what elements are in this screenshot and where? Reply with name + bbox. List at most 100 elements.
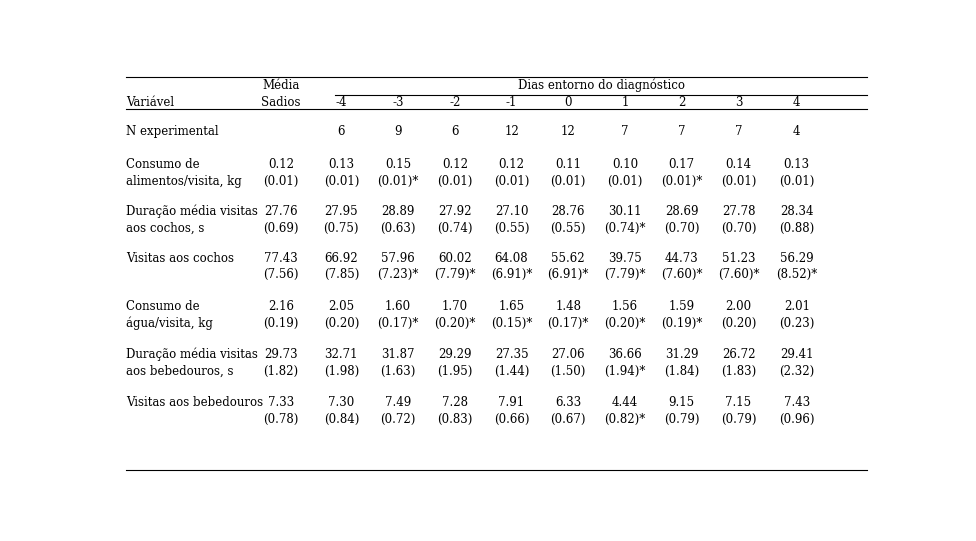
Text: 57.96: 57.96 bbox=[382, 252, 415, 265]
Text: (7.60)*: (7.60)* bbox=[661, 268, 703, 281]
Text: Média: Média bbox=[263, 79, 300, 93]
Text: 30.11: 30.11 bbox=[608, 205, 642, 218]
Text: 0.13: 0.13 bbox=[784, 159, 810, 171]
Text: (0.01)*: (0.01)* bbox=[378, 175, 419, 188]
Text: 27.10: 27.10 bbox=[495, 205, 528, 218]
Text: (7.85): (7.85) bbox=[324, 268, 359, 281]
Text: (0.01): (0.01) bbox=[494, 175, 529, 188]
Text: 0.14: 0.14 bbox=[725, 159, 752, 171]
Text: (0.74): (0.74) bbox=[437, 222, 472, 235]
Text: (0.01): (0.01) bbox=[721, 175, 756, 188]
Text: Consumo de: Consumo de bbox=[126, 159, 199, 171]
Text: 27.78: 27.78 bbox=[721, 205, 755, 218]
Text: 7: 7 bbox=[622, 125, 629, 138]
Text: -4: -4 bbox=[336, 96, 347, 109]
Text: 31.87: 31.87 bbox=[382, 348, 415, 361]
Text: aos cochos, s: aos cochos, s bbox=[126, 222, 204, 235]
Text: (6.91)*: (6.91)* bbox=[491, 268, 532, 281]
Text: 9: 9 bbox=[394, 125, 402, 138]
Text: 28.34: 28.34 bbox=[780, 205, 813, 218]
Text: (0.69): (0.69) bbox=[264, 222, 299, 235]
Text: Duração média visitas: Duração média visitas bbox=[126, 348, 258, 361]
Text: 0.11: 0.11 bbox=[555, 159, 582, 171]
Text: (1.50): (1.50) bbox=[550, 365, 586, 378]
Text: 28.89: 28.89 bbox=[382, 205, 415, 218]
Text: 7.33: 7.33 bbox=[267, 396, 294, 409]
Text: 0: 0 bbox=[564, 96, 572, 109]
Text: 28.76: 28.76 bbox=[551, 205, 585, 218]
Text: 4.44: 4.44 bbox=[612, 396, 638, 409]
Text: (1.84): (1.84) bbox=[664, 365, 700, 378]
Text: (7.79)*: (7.79)* bbox=[604, 268, 646, 281]
Text: (0.17)*: (0.17)* bbox=[378, 316, 419, 329]
Text: 0.12: 0.12 bbox=[267, 159, 294, 171]
Text: (1.44): (1.44) bbox=[494, 365, 529, 378]
Text: (1.98): (1.98) bbox=[324, 365, 359, 378]
Text: 1.60: 1.60 bbox=[385, 300, 411, 313]
Text: Dias entorno do diagnóstico: Dias entorno do diagnóstico bbox=[517, 79, 685, 93]
Text: (0.23): (0.23) bbox=[779, 316, 814, 329]
Text: 31.29: 31.29 bbox=[665, 348, 699, 361]
Text: 2.05: 2.05 bbox=[328, 300, 354, 313]
Text: 1: 1 bbox=[622, 96, 629, 109]
Text: (0.20)*: (0.20)* bbox=[434, 316, 475, 329]
Text: 29.41: 29.41 bbox=[780, 348, 813, 361]
Text: (0.20): (0.20) bbox=[324, 316, 359, 329]
Text: (0.63): (0.63) bbox=[381, 222, 416, 235]
Text: (0.01): (0.01) bbox=[550, 175, 586, 188]
Text: (1.83): (1.83) bbox=[721, 365, 756, 378]
Text: Sadios: Sadios bbox=[262, 96, 301, 109]
Text: 1.48: 1.48 bbox=[555, 300, 582, 313]
Text: (0.55): (0.55) bbox=[494, 222, 529, 235]
Text: 56.29: 56.29 bbox=[780, 252, 814, 265]
Text: 36.66: 36.66 bbox=[608, 348, 642, 361]
Text: (0.20)*: (0.20)* bbox=[604, 316, 646, 329]
Text: 28.69: 28.69 bbox=[665, 205, 699, 218]
Text: -3: -3 bbox=[392, 96, 404, 109]
Text: (0.19)*: (0.19)* bbox=[661, 316, 703, 329]
Text: Visitas aos cochos: Visitas aos cochos bbox=[126, 252, 234, 265]
Text: 4: 4 bbox=[793, 125, 800, 138]
Text: (1.94)*: (1.94)* bbox=[604, 365, 646, 378]
Text: 51.23: 51.23 bbox=[721, 252, 755, 265]
Text: (0.20): (0.20) bbox=[721, 316, 756, 329]
Text: 39.75: 39.75 bbox=[608, 252, 642, 265]
Text: Duração média visitas: Duração média visitas bbox=[126, 205, 258, 219]
Text: 12: 12 bbox=[561, 125, 576, 138]
Text: 12: 12 bbox=[505, 125, 519, 138]
Text: (2.32): (2.32) bbox=[779, 365, 814, 378]
Text: alimentos/visita, kg: alimentos/visita, kg bbox=[126, 175, 241, 188]
Text: (0.70): (0.70) bbox=[664, 222, 700, 235]
Text: (6.91)*: (6.91)* bbox=[548, 268, 589, 281]
Text: (1.63): (1.63) bbox=[381, 365, 416, 378]
Text: (0.74)*: (0.74)* bbox=[604, 222, 646, 235]
Text: (0.66): (0.66) bbox=[494, 412, 529, 426]
Text: 7.28: 7.28 bbox=[442, 396, 468, 409]
Text: 32.71: 32.71 bbox=[325, 348, 358, 361]
Text: (0.83): (0.83) bbox=[437, 412, 472, 426]
Text: (0.67): (0.67) bbox=[550, 412, 586, 426]
Text: 0.12: 0.12 bbox=[442, 159, 468, 171]
Text: 26.72: 26.72 bbox=[721, 348, 755, 361]
Text: 27.06: 27.06 bbox=[551, 348, 585, 361]
Text: (0.17)*: (0.17)* bbox=[548, 316, 589, 329]
Text: 7: 7 bbox=[735, 125, 742, 138]
Text: 29.73: 29.73 bbox=[264, 348, 298, 361]
Text: (0.01): (0.01) bbox=[607, 175, 642, 188]
Text: 0.12: 0.12 bbox=[499, 159, 524, 171]
Text: (0.75): (0.75) bbox=[324, 222, 359, 235]
Text: 44.73: 44.73 bbox=[665, 252, 699, 265]
Text: 7.49: 7.49 bbox=[385, 396, 411, 409]
Text: (1.95): (1.95) bbox=[437, 365, 472, 378]
Text: (1.82): (1.82) bbox=[264, 365, 299, 378]
Text: 66.92: 66.92 bbox=[325, 252, 358, 265]
Text: (0.15)*: (0.15)* bbox=[491, 316, 532, 329]
Text: (0.55): (0.55) bbox=[550, 222, 586, 235]
Text: 6: 6 bbox=[451, 125, 459, 138]
Text: (8.52)*: (8.52)* bbox=[776, 268, 817, 281]
Text: água/visita, kg: água/visita, kg bbox=[126, 316, 213, 330]
Text: 1.56: 1.56 bbox=[612, 300, 638, 313]
Text: (0.88): (0.88) bbox=[779, 222, 814, 235]
Text: 7.30: 7.30 bbox=[328, 396, 354, 409]
Text: 7.91: 7.91 bbox=[499, 396, 525, 409]
